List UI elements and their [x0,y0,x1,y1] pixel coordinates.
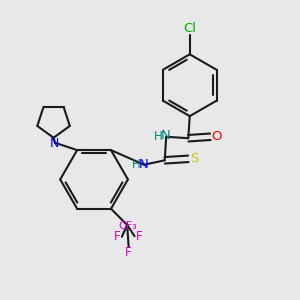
Text: CF₃: CF₃ [118,221,137,231]
Text: F: F [114,230,121,243]
Text: H: H [132,158,141,171]
Text: N: N [160,129,170,142]
Text: N: N [138,158,148,171]
Text: S: S [190,152,199,165]
Text: O: O [212,130,222,143]
Text: F: F [125,246,132,259]
Text: Cl: Cl [183,22,196,35]
Text: N: N [50,137,59,150]
Text: F: F [136,230,142,243]
Text: H: H [154,130,163,143]
